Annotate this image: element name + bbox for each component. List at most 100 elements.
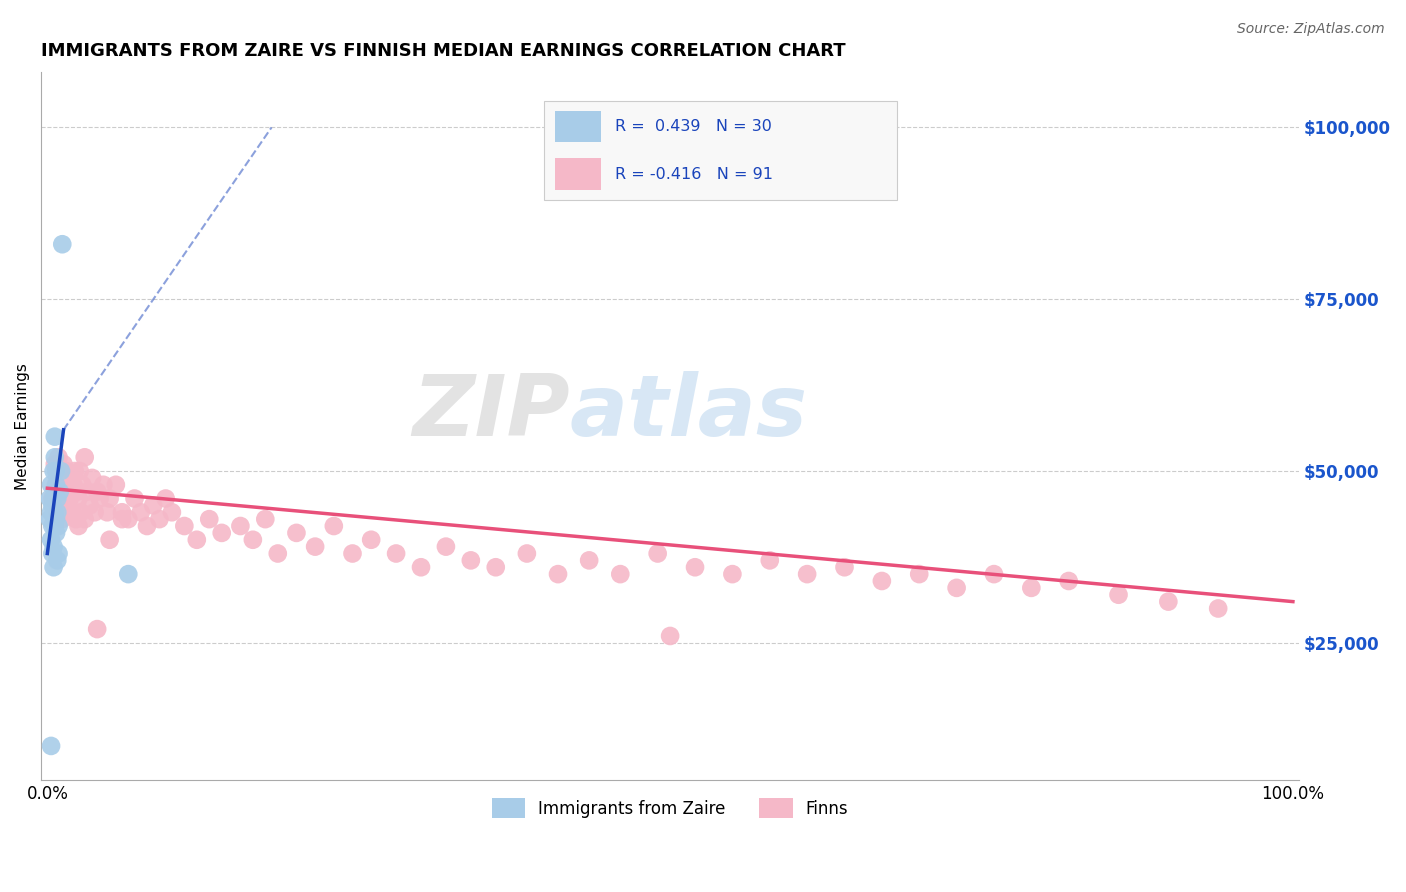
Point xyxy=(51,237,73,252)
Point xyxy=(69,464,91,478)
Point xyxy=(48,547,70,561)
Point xyxy=(186,533,208,547)
Point xyxy=(49,464,72,478)
Point xyxy=(41,491,63,506)
Point xyxy=(796,567,818,582)
Point xyxy=(46,505,69,519)
Point xyxy=(49,484,72,499)
Point xyxy=(1157,594,1180,608)
Point xyxy=(48,519,70,533)
Point xyxy=(60,471,83,485)
Point xyxy=(111,505,134,519)
Point xyxy=(834,560,856,574)
Point xyxy=(83,505,105,519)
Point xyxy=(44,519,66,533)
Point xyxy=(51,512,73,526)
Y-axis label: Median Earnings: Median Earnings xyxy=(15,363,30,490)
Point xyxy=(45,477,67,491)
Point xyxy=(39,739,62,753)
Point xyxy=(41,519,63,533)
Point xyxy=(683,560,706,574)
Point xyxy=(46,464,69,478)
Point xyxy=(124,491,146,506)
Point xyxy=(67,519,90,533)
Point xyxy=(46,491,69,506)
Point xyxy=(42,464,65,478)
Point xyxy=(142,499,165,513)
Point xyxy=(70,505,93,519)
Point xyxy=(322,519,344,533)
Point xyxy=(86,484,108,499)
Point xyxy=(38,491,60,506)
Point xyxy=(211,525,233,540)
Point xyxy=(65,512,87,526)
Point xyxy=(434,540,457,554)
Point xyxy=(578,553,600,567)
Point xyxy=(56,505,79,519)
Point xyxy=(76,484,98,499)
Point xyxy=(44,457,66,471)
Point xyxy=(983,567,1005,582)
Point xyxy=(117,512,139,526)
Point xyxy=(86,622,108,636)
Point xyxy=(1108,588,1130,602)
Point xyxy=(460,553,482,567)
Point xyxy=(609,567,631,582)
Point xyxy=(89,491,111,506)
Point xyxy=(342,547,364,561)
Point xyxy=(48,450,70,465)
Point xyxy=(1057,574,1080,588)
Point xyxy=(41,547,63,561)
Point xyxy=(1021,581,1043,595)
Text: ZIP: ZIP xyxy=(412,371,569,454)
Point xyxy=(53,477,76,491)
Point xyxy=(98,491,121,506)
Point xyxy=(242,533,264,547)
Point xyxy=(55,464,77,478)
Point xyxy=(304,540,326,554)
Point xyxy=(117,567,139,582)
Point xyxy=(38,512,60,526)
Point xyxy=(360,533,382,547)
Point xyxy=(129,505,152,519)
Legend: Immigrants from Zaire, Finns: Immigrants from Zaire, Finns xyxy=(485,791,855,825)
Point xyxy=(56,491,79,506)
Point xyxy=(42,560,65,574)
Point xyxy=(945,581,967,595)
Point xyxy=(46,553,69,567)
Point xyxy=(44,505,66,519)
Point xyxy=(49,484,72,499)
Point xyxy=(49,471,72,485)
Point xyxy=(93,477,115,491)
Point xyxy=(45,464,67,478)
Point xyxy=(62,477,84,491)
Point xyxy=(267,547,290,561)
Point xyxy=(42,491,65,506)
Point xyxy=(73,512,96,526)
Point xyxy=(155,491,177,506)
Point xyxy=(385,547,408,561)
Point xyxy=(758,553,780,567)
Point xyxy=(254,512,277,526)
Point xyxy=(721,567,744,582)
Point xyxy=(485,560,508,574)
Text: Source: ZipAtlas.com: Source: ZipAtlas.com xyxy=(1237,22,1385,37)
Point xyxy=(136,519,159,533)
Point xyxy=(98,533,121,547)
Point xyxy=(45,525,67,540)
Point xyxy=(45,477,67,491)
Point xyxy=(44,450,66,465)
Text: IMMIGRANTS FROM ZAIRE VS FINNISH MEDIAN EARNINGS CORRELATION CHART: IMMIGRANTS FROM ZAIRE VS FINNISH MEDIAN … xyxy=(41,42,846,60)
Point xyxy=(82,471,104,485)
Point xyxy=(96,505,118,519)
Point xyxy=(58,484,80,499)
Point xyxy=(111,512,134,526)
Point xyxy=(39,505,62,519)
Point xyxy=(870,574,893,588)
Point xyxy=(60,505,83,519)
Text: atlas: atlas xyxy=(569,371,807,454)
Point xyxy=(67,491,90,506)
Point xyxy=(42,540,65,554)
Point xyxy=(1206,601,1229,615)
Point xyxy=(51,499,73,513)
